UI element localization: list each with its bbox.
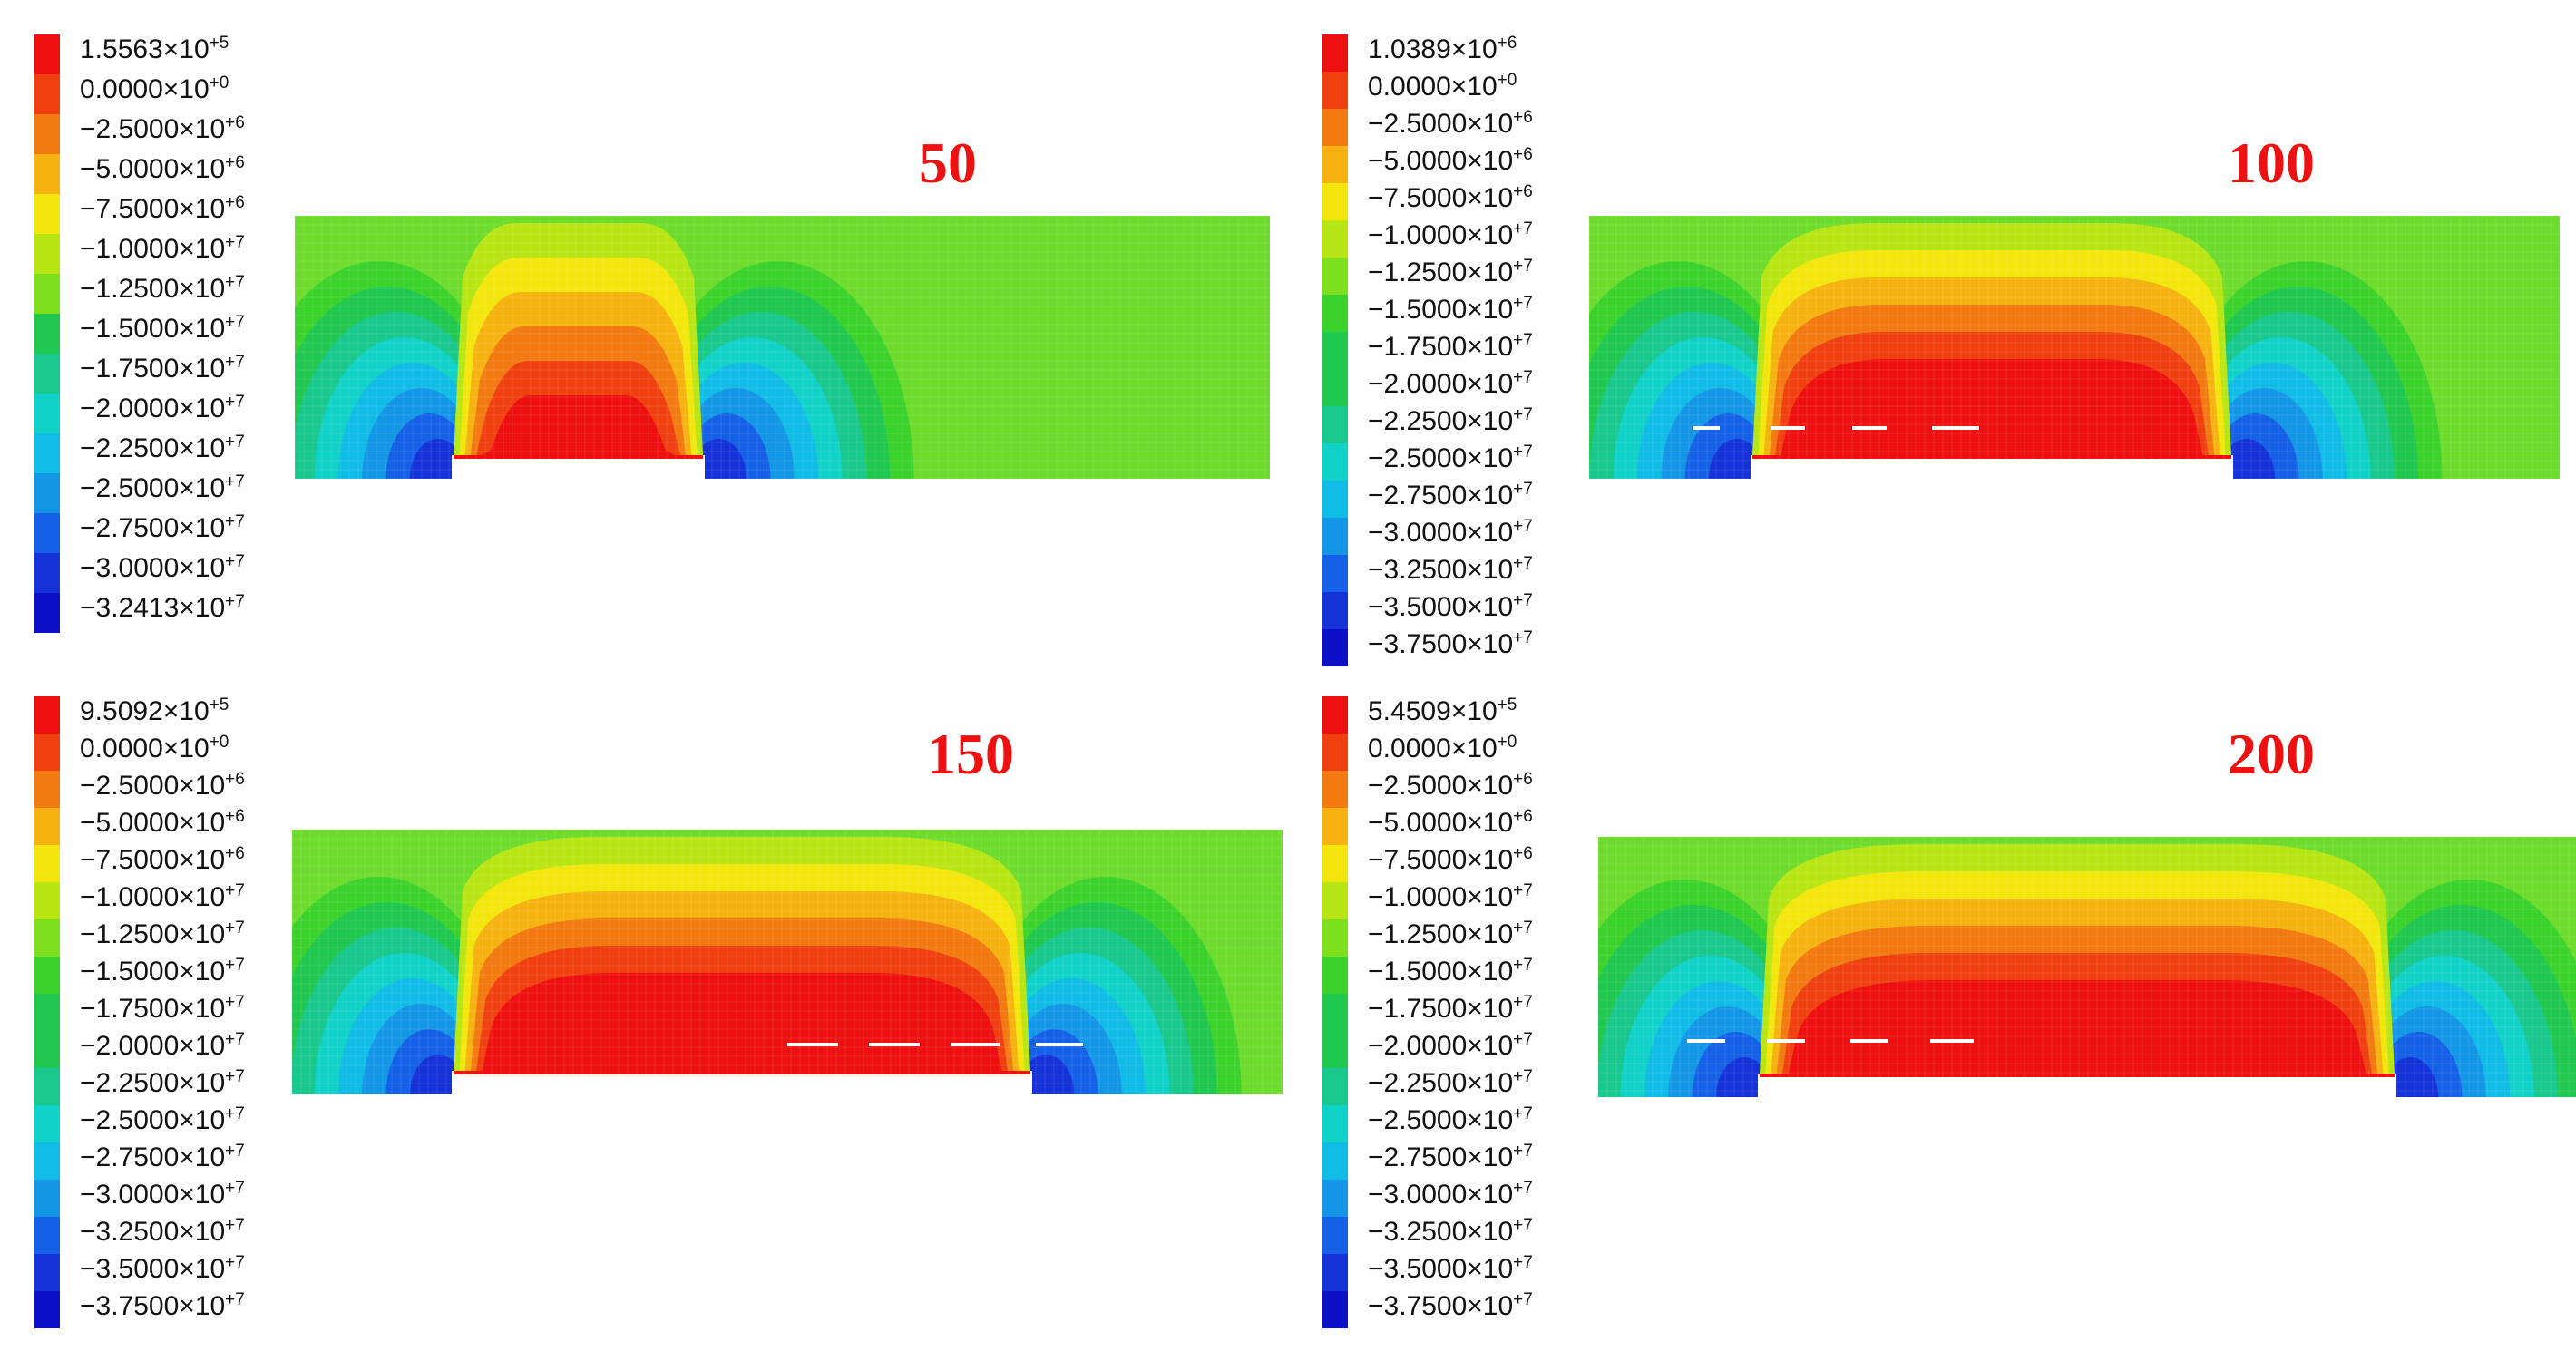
stress-field [1288,662,2576,1351]
stress-band [1781,359,2203,455]
stress-field [1288,0,2576,689]
goaf-opening [1758,1074,2396,1101]
stress-field [0,662,1288,1351]
stress-field [0,0,1288,689]
